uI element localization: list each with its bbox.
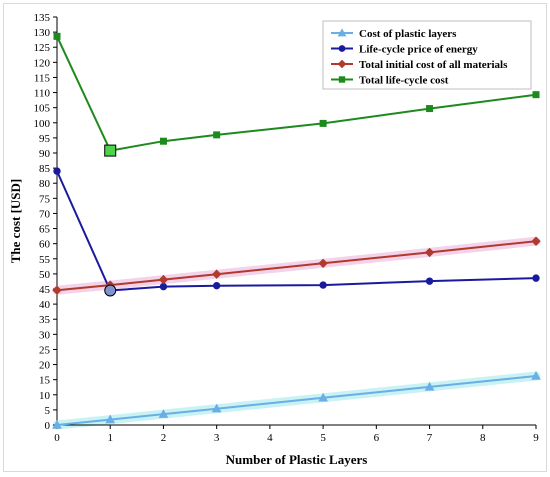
x-tick-label: 3 (214, 432, 220, 444)
series-3-point (52, 285, 62, 295)
legend-marker (337, 59, 347, 69)
series-2-point (319, 281, 327, 289)
y-tick-label: 10 (39, 390, 51, 402)
y-tick-label: 70 (39, 208, 51, 220)
legend-label: Life-cycle price of energy (359, 44, 478, 56)
series-2-point (159, 282, 168, 291)
series-1-point (318, 392, 328, 402)
y-tick-label: 55 (39, 254, 51, 266)
series-2-point (532, 274, 540, 282)
x-tick-label: 8 (480, 432, 486, 444)
series-2-point (53, 167, 61, 175)
series-3-point (211, 269, 222, 279)
series-1-point (531, 371, 541, 380)
y-tick-label: 105 (34, 103, 51, 115)
y-tick-label: 30 (39, 329, 51, 341)
y-tick-label: 65 (39, 224, 51, 236)
series-layer (52, 32, 541, 429)
y-tick-label: 60 (39, 239, 51, 251)
y-tick-label: 40 (39, 299, 51, 311)
highlight-point-energy (104, 284, 117, 297)
legend-marker (337, 28, 347, 37)
y-tick-label: 95 (39, 133, 51, 145)
y-tick-label: 80 (39, 178, 51, 190)
highlight-point-total (104, 144, 117, 157)
y-tick-label: 35 (39, 314, 51, 326)
legend-label: Total initial cost of all materials (359, 59, 508, 71)
y-tick-label: 5 (45, 405, 51, 417)
y-axis-title: The cost [USD] (8, 179, 23, 264)
y-tick-label: 125 (34, 42, 51, 54)
series-4-point (53, 32, 61, 40)
y-tick-label: 20 (39, 360, 51, 372)
series-4-point (426, 105, 434, 113)
y-tick-label: 110 (34, 88, 51, 100)
y-tick-label: 130 (34, 27, 51, 39)
series-4-point (532, 91, 540, 99)
series-3-point (158, 274, 169, 285)
legend: Cost of plastic layers Life-cycle price o… (322, 20, 532, 90)
series-4-point (159, 137, 167, 145)
series-1-point (211, 403, 222, 413)
x-tick-label: 6 (374, 432, 380, 444)
x-tick-label: 7 (427, 432, 433, 444)
series-1-point (52, 419, 62, 429)
legend-marker (338, 76, 346, 83)
legend-marker (338, 45, 346, 52)
y-tick-label: 25 (39, 344, 51, 356)
legend-box (322, 20, 532, 90)
y-tick-label: 0 (45, 420, 51, 432)
x-tick-label: 9 (533, 432, 539, 444)
x-tick-label: 2 (161, 432, 167, 444)
y-tick-label: 75 (39, 193, 51, 205)
series-3-point (424, 247, 435, 258)
series-1-point (424, 381, 435, 391)
series-4-point (319, 119, 327, 127)
y-tick-label: 120 (34, 57, 51, 69)
series-3-point (318, 258, 328, 269)
legend-label: Cost of plastic layers (359, 28, 457, 40)
legend-label: Total life-cycle cost (359, 75, 449, 87)
series-1-point (105, 414, 116, 424)
series-4-point (213, 131, 221, 139)
series-1-point (158, 409, 169, 418)
y-tick-label: 15 (39, 375, 51, 387)
axes: 0510152025303540455055606570758085909510… (34, 12, 540, 444)
y-tick-label: 90 (39, 148, 51, 160)
series-2-point (212, 281, 221, 290)
x-tick-label: 4 (267, 432, 273, 444)
x-axis-title: Number of Plastic Layers (226, 452, 368, 467)
y-tick-label: 135 (34, 12, 51, 24)
series-3-point (531, 236, 541, 246)
x-tick-label: 1 (107, 432, 113, 444)
x-tick-label: 0 (54, 432, 60, 444)
x-tick-label: 5 (320, 432, 326, 444)
y-tick-label: 100 (34, 118, 51, 130)
y-tick-label: 115 (34, 72, 51, 84)
y-tick-label: 45 (39, 284, 51, 296)
y-tick-label: 50 (39, 269, 51, 281)
y-tick-label: 85 (39, 163, 51, 175)
series-2-point (425, 277, 434, 285)
